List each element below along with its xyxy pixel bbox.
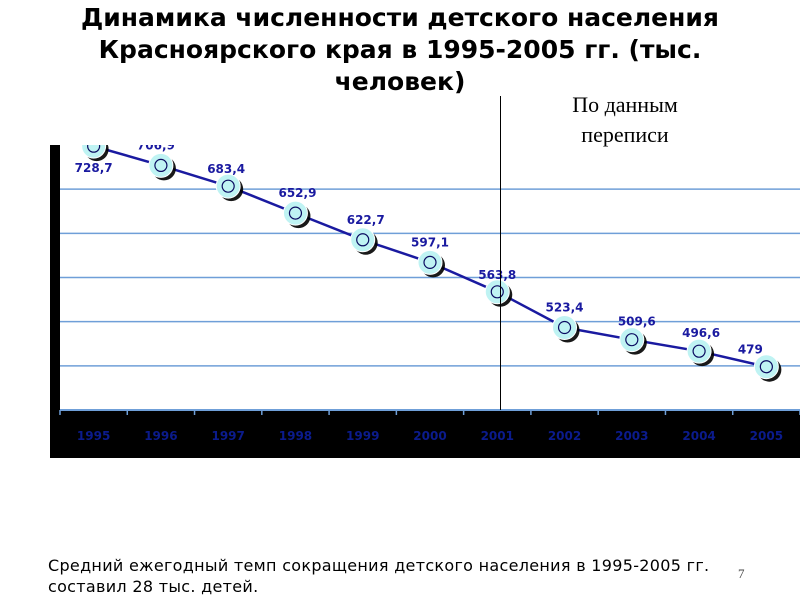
data-point-ring bbox=[221, 179, 235, 193]
slide-title: Динамика численности детского населения … bbox=[80, 3, 719, 96]
data-labels: 728,7 706,9 683,4 652,9 622,7 597,1 563,8 523,4… bbox=[75, 145, 763, 357]
census-annotation: По данным переписи bbox=[572, 92, 678, 147]
markers bbox=[81, 145, 782, 382]
data-point-ring bbox=[288, 206, 303, 220]
data-point-ring bbox=[692, 344, 706, 358]
census-divider-line bbox=[500, 96, 501, 410]
data-point-ring bbox=[557, 320, 572, 335]
x-tick-labels: 1995 1996 1997 1998 1999 2000 2001 2002 2003 2004… bbox=[77, 429, 783, 443]
x-tick-label: 1996 bbox=[144, 429, 177, 443]
data-point bbox=[215, 173, 241, 199]
data-point-ring bbox=[423, 255, 437, 269]
data-point-ring bbox=[87, 145, 101, 153]
x-tick-label: 1997 bbox=[211, 429, 244, 443]
x-tick-label: 1999 bbox=[346, 429, 379, 443]
data-point-ring bbox=[625, 333, 639, 347]
data-point bbox=[148, 152, 174, 178]
chart-frame: 728,7 706,9 683,4 652,9 622,7 597,1 563,8 523,4… bbox=[50, 145, 800, 458]
data-point-ring bbox=[356, 233, 370, 247]
x-tick-label: 2005 bbox=[750, 429, 783, 443]
x-axis bbox=[59, 409, 800, 415]
data-point bbox=[753, 354, 779, 380]
data-label: 597,1 bbox=[411, 235, 449, 249]
data-label: 509,6 bbox=[618, 315, 656, 329]
data-point-ring bbox=[154, 158, 168, 173]
gridlines bbox=[60, 188, 800, 367]
x-tick-label: 1995 bbox=[77, 429, 110, 443]
data-label: 622,7 bbox=[347, 213, 385, 227]
data-point-ring bbox=[490, 285, 504, 299]
data-label: 683,4 bbox=[207, 162, 245, 176]
x-tick-label: 2000 bbox=[413, 429, 446, 443]
data-label: 728,7 bbox=[75, 161, 113, 175]
line-chart: 728,7 706,9 683,4 652,9 622,7 597,1 563,8 523,4… bbox=[59, 145, 800, 443]
x-tick-label: 2003 bbox=[615, 429, 648, 443]
data-point bbox=[686, 338, 712, 364]
data-point bbox=[417, 249, 443, 275]
data-label: 523,4 bbox=[546, 300, 584, 314]
data-point bbox=[619, 327, 645, 353]
data-point bbox=[484, 279, 510, 305]
data-label: 706,9 bbox=[137, 145, 175, 152]
footnote: Средний ежегодный темп сокращения детско… bbox=[48, 556, 710, 596]
data-point bbox=[282, 200, 308, 226]
data-point bbox=[552, 314, 578, 340]
x-tick-label: 2004 bbox=[682, 429, 715, 443]
data-point-ring bbox=[759, 360, 773, 374]
data-label: 652,9 bbox=[278, 186, 316, 200]
data-label: 479 bbox=[738, 343, 763, 357]
x-tick-label: 1998 bbox=[279, 429, 312, 443]
data-point bbox=[350, 227, 376, 253]
x-tick-label: 2001 bbox=[481, 429, 514, 443]
page-number: 7 bbox=[738, 566, 745, 581]
data-label: 563,8 bbox=[478, 268, 516, 282]
x-tick-label: 2002 bbox=[548, 429, 581, 443]
data-label: 496,6 bbox=[682, 326, 720, 340]
